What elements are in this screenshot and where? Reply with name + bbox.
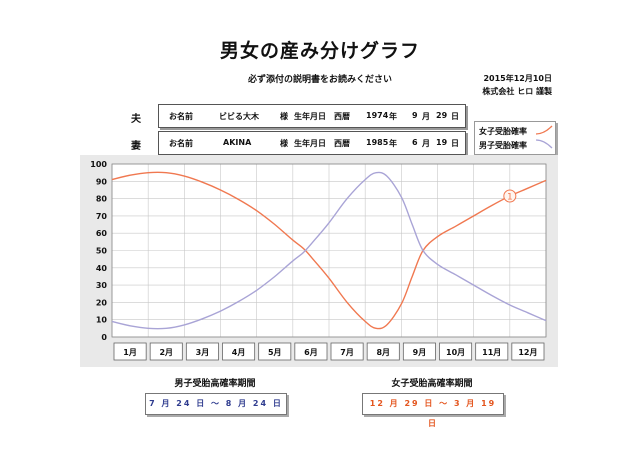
issue-date: 2015年12月10日 [483,74,552,83]
month-tick-label: 1月 [123,348,137,357]
probability-chart: 0 10 20 30 40 50 60 70 80 90 100 1月 2月 3月 4月 5月 6月 7月 8月 9… [80,155,558,367]
y-tick-label: 100 [90,160,107,169]
legend-boy-swatch [535,139,553,149]
wife-name: AKINA [223,138,252,147]
wife-honorific: 様 [280,139,288,148]
husband-month-unit: 月 [422,112,430,121]
plot-border [111,163,547,338]
month-tick-label: 11月 [482,348,501,357]
series-lines [111,171,547,330]
month-tick-label: 8月 [376,348,390,357]
wife-birth-month: 6 [412,138,418,147]
wife-info-box: お名前 AKINA 様 生年月日 西暦 1985 年 6 月 19 日 [158,131,466,155]
y-tick-label: 40 [96,264,108,273]
month-tab [475,342,509,361]
wife-name-label: お名前 [169,139,193,148]
y-axis-ticks: 0 10 20 30 40 50 60 70 80 90 100 [90,160,107,342]
y-tick-label: 20 [96,298,108,307]
page-title: 男女の産み分けグラフ [219,40,420,62]
legend-girl-swatch [535,125,553,135]
month-tab [511,342,545,361]
legend-boy-label: 男子受胎確率 [479,141,527,150]
month-tab [149,342,183,361]
wife-label: 妻 [131,141,141,152]
month-tab [185,342,219,361]
boy-period-range: 7 月 24 日 〜 8 月 24 日 [145,393,287,415]
boy-probability-line [111,171,547,330]
month-tick-label: 5月 [268,348,282,357]
annotation-layer: 1 [503,189,517,203]
husband-day-unit: 日 [451,112,459,121]
month-tab [402,342,436,361]
husband-birthdate-label: 生年月日 [294,112,326,121]
wife-birth-day: 19 [436,138,448,147]
month-tab [222,342,256,361]
y-tick-label: 50 [96,247,108,256]
page-subtitle: 必ず添付の説明書をお読みください [247,75,392,85]
wife-era: 西暦 [334,139,350,148]
husband-birth-month: 9 [412,111,418,120]
wife-birth-year: 1985 [366,138,389,147]
month-tab [294,342,328,361]
month-tick-label: 2月 [159,348,173,357]
husband-birth-day: 29 [436,111,448,120]
husband-name: ビビる大木 [219,112,259,121]
y-tick-label: 70 [96,212,108,221]
girl-period-title: 女子受胎高確率期間 [391,379,473,389]
month-tick-label: 12月 [518,348,537,357]
y-tick-label: 30 [96,281,108,290]
month-tick-label: 9月 [413,348,427,357]
girl-probability-line [111,171,547,330]
husband-birth-year: 1974 [366,111,389,120]
husband-label: 夫 [131,114,141,125]
month-tick-label: 4月 [232,348,246,357]
month-tick-label: 3月 [196,348,210,357]
month-tab [366,342,400,361]
x-axis-month-tabs: 1月 2月 3月 4月 5月 6月 7月 8月 9月 10月 11月 12月 [113,342,545,361]
annotation-marker [503,189,517,203]
y-tick-label: 80 [96,195,108,204]
wife-month-unit: 月 [422,139,430,148]
month-tick-label: 6月 [304,348,318,357]
husband-name-label: お名前 [169,112,193,121]
husband-honorific: 様 [280,112,288,121]
company-name: 株式会社 ヒロ 謹製 [482,87,552,96]
wife-year-unit: 年 [389,139,397,148]
husband-year-unit: 年 [389,112,397,121]
month-tick-label: 10月 [446,348,465,357]
chart-legend: 女子受胎確率 男子受胎確率 [474,121,556,155]
month-tab [439,342,473,361]
wife-birthdate-label: 生年月日 [294,139,326,148]
girl-period-range: 12 月 29 日 〜 3 月 19 日 [362,393,504,428]
boy-period-title: 男子受胎高確率期間 [174,379,256,389]
month-tick-label: 7月 [340,348,354,357]
annotation-label: 1 [507,193,513,203]
y-tick-label: 60 [96,229,108,238]
month-tab [113,342,147,361]
y-tick-label: 10 [96,316,108,325]
wife-day-unit: 日 [451,139,459,148]
legend-girl-label: 女子受胎確率 [479,127,527,136]
month-tab [330,342,364,361]
y-tick-label: 90 [96,177,108,186]
husband-era: 西暦 [334,112,350,121]
y-tick-label: 0 [101,333,107,342]
husband-info-box: お名前 ビビる大木 様 生年月日 西暦 1974 年 9 月 29 日 [158,104,466,128]
month-tab [258,342,292,361]
